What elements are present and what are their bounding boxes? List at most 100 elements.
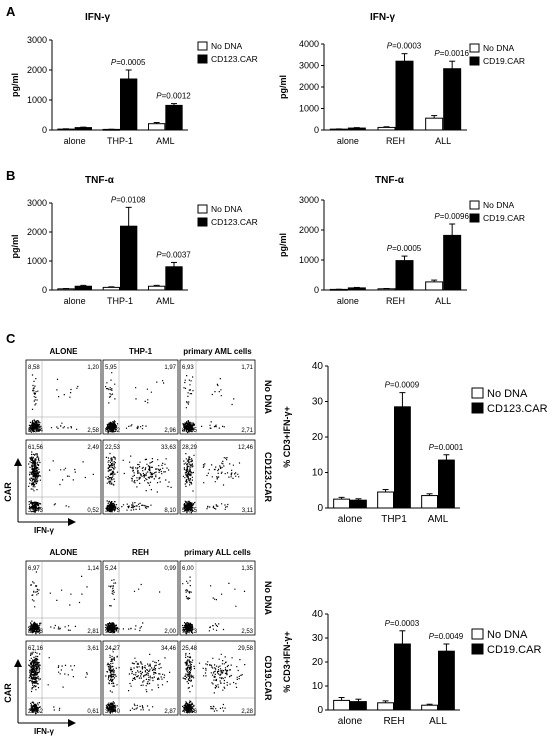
flow-plot: 5,24 0,99 91,77 2,00 [102,560,179,636]
car-axis-label: CAR [3,482,13,502]
legend-label: CD123.CAR [211,54,258,64]
bar-car [120,225,138,291]
quadrant-value-ur: 1,14 [87,566,99,572]
x-tick-label: THP-1 [107,136,133,146]
flow-plot: 25,48 29,58 42,66 2,28 [179,640,256,716]
legend-swatch [197,54,208,64]
chart-title: TNF-α [375,175,405,186]
x-tick-label: REH [386,296,405,306]
flow-events [28,374,79,433]
quadrant-value-ul: 25,48 [182,646,198,652]
x-tick-label: AML [156,296,175,306]
y-tick-label: 1000 [27,95,47,105]
quadrant-value-ul: 6,00 [182,566,194,572]
p-value-symbol: P [429,632,435,641]
bar-car [350,701,367,711]
quadrant-value-ur: 33,63 [161,445,177,451]
legend-label: No DNA [483,43,515,53]
y-axis-label: pg/ml [278,75,288,99]
quadrant-value-ll: 56,15 [182,508,198,514]
flow-plot-frame [102,560,179,636]
p-value-symbol: P [387,244,393,253]
quadrant-value-lr: 2,28 [241,709,253,715]
y-tick-label: 1000 [299,104,319,114]
quadrant-value-ll: 88,65 [182,428,198,434]
chart-pct_cd123: 0 10 20 30 40 % CD3+IFN-γ+ alone THP1 P=0.0009 AM… [282,361,548,525]
p-value: P=0.0003 [385,619,420,628]
bar-no-dna [425,281,444,291]
flow-plot-frame [25,359,102,435]
flow-plot: 22,53 33,63 35,73 8,10 [102,439,179,515]
quadrant-value-ur: 1,20 [87,365,99,371]
bar-no-dna [333,699,351,711]
quadrant-value-ur: 1,97 [164,365,176,371]
bar-car [347,287,366,291]
y-axis-label: % CD3+IFN-γ+ [282,631,292,693]
x-tick-label: alone [338,514,363,525]
legend-label: No DNA [211,204,243,214]
flow-events [182,576,246,635]
y-tick-label: 1000 [27,256,47,266]
panel-label-b: B [6,168,15,183]
flow-plot: 8,58 1,20 87,64 2,58 [25,359,102,435]
quadrant-value-ll: 89,12 [105,428,121,434]
flow-plot-frame [102,640,179,716]
chart-title: TNF-α [85,175,115,186]
chart-pct_cd19: 0 10 20 30 40 % CD3+IFN-γ+ alone REH P=0.0003 ALL… [282,609,541,727]
bar-no-dna [148,123,166,131]
p-value-symbol: P [385,381,391,390]
flow-events [182,652,246,714]
x-tick-label: alone [64,136,86,146]
quadrant-value-lr: 2,00 [164,629,176,635]
quadrant-value-ur: 34,46 [161,646,177,652]
quadrant-value-ur: 1,35 [241,566,253,572]
y-tick-label: 0 [314,125,319,135]
p-value: P=0.0096 [434,212,469,221]
p-value: P=0.0016 [434,49,469,58]
y-tick-label: 2000 [27,65,47,75]
y-tick-label: 40 [312,609,324,620]
quadrant-value-lr: 2,53 [241,629,253,635]
flow-column-title: primary ALL cells [184,548,251,557]
y-axis-label: pg/ml [278,233,288,257]
quadrant-value-ul: 67,16 [28,646,44,652]
bar-car [395,260,414,291]
p-value-symbol: P [385,619,391,628]
flow-plot-frame [179,359,256,435]
p-value: P=0.0005 [111,58,146,67]
chart-title: IFN-γ [85,12,110,23]
quadrant-value-ul: 28,29 [182,445,198,451]
legend-label: CD123.CAR [211,217,258,227]
legend-label: CD123.CAR [487,403,548,415]
quadrant-value-ll: 42,66 [182,709,198,715]
bar-car [395,60,414,131]
flow-events [28,649,88,715]
x-tick-label: AML [156,136,175,146]
p-value-symbol: P [156,92,162,101]
legend-swatch [197,204,208,214]
quadrant-value-ll: 87,64 [28,428,44,434]
bar-car [438,650,455,711]
p-value-symbol: P [429,443,435,452]
x-tick-label: THP-1 [107,296,133,306]
y-tick-label: 3000 [299,195,319,205]
quadrant-value-ur: 0,99 [164,566,176,572]
flow-row-label: No DNA [263,380,273,414]
legend-swatch [469,56,480,66]
x-tick-label: AML [428,514,449,525]
legend-swatch [197,217,208,227]
x-tick-label: ALL [435,136,451,146]
x-tick-label: alone [337,136,359,146]
flow-column-title: primary AML cells [183,347,252,356]
quadrant-value-ul: 6,97 [28,566,40,572]
y-tick-label: 20 [312,432,324,443]
quadrant-value-ul: 5,95 [105,365,117,371]
bar-no-dna [148,285,166,291]
legend-swatch [471,402,484,414]
y-tick-label: 2000 [299,225,319,235]
bar-no-dna [377,491,395,509]
ifn-axis-arrowhead [68,719,76,727]
legend-label: No DNA [211,41,243,51]
y-tick-label: 40 [312,361,324,372]
